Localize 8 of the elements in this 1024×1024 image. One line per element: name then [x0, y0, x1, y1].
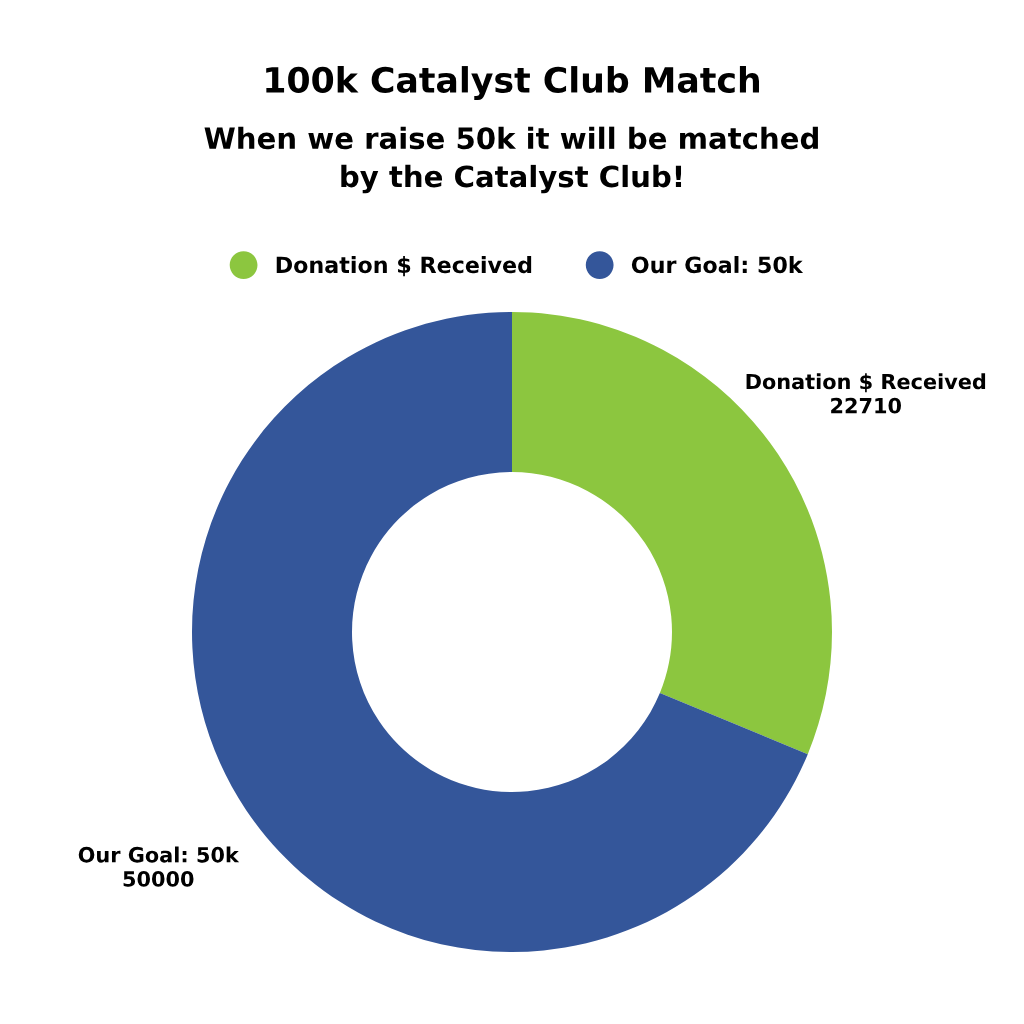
- legend-label: Our Goal: 50k: [631, 256, 804, 274]
- legend-label: Donation $ Received: [276, 256, 532, 277]
- chart-title: 100k Catalyst Club Match: [266, 66, 759, 100]
- data-label: 22710: [831, 397, 901, 414]
- slice-label: Donation $ Received: [746, 373, 986, 393]
- data-label: 50000: [123, 870, 194, 887]
- chart-subtitle: When we raise 50k it will be matched by the Catalyst Club!: [204, 126, 818, 194]
- slice-label: Our Goal: 50k: [78, 846, 240, 863]
